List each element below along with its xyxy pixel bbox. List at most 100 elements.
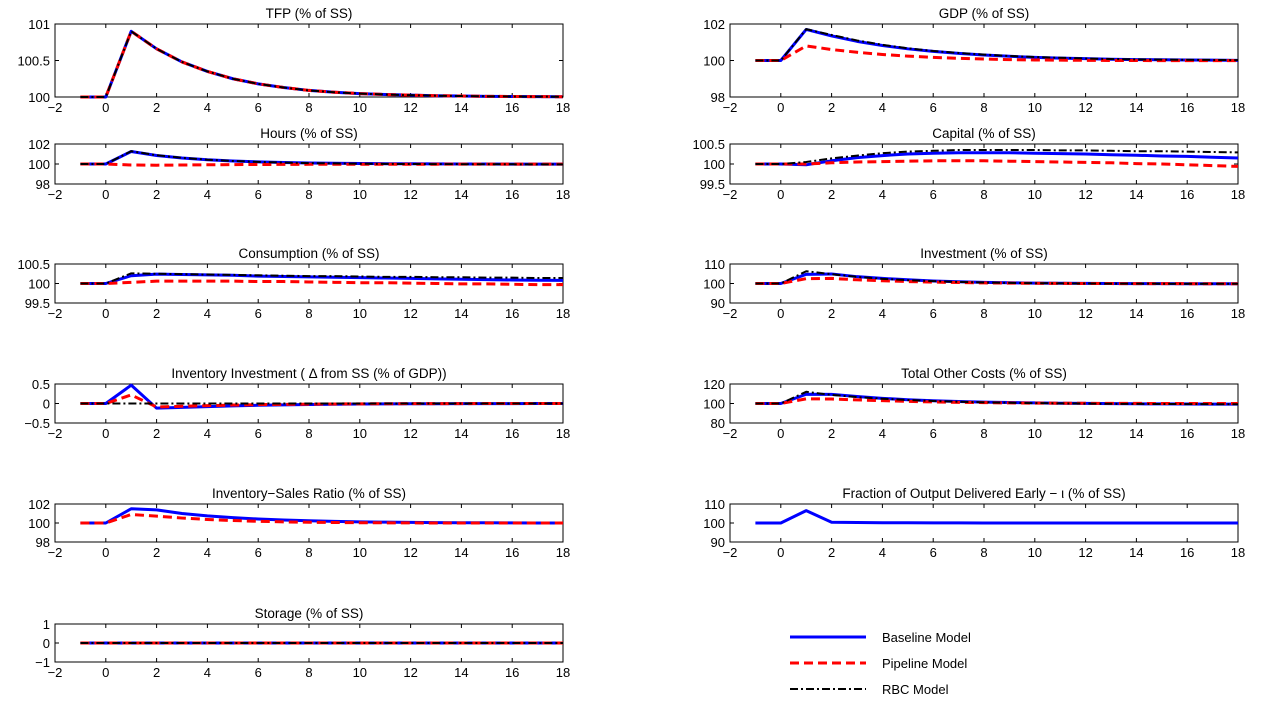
panel-tfp: TFP (% of SS) −2 0 2 4 6 8 10 12 14 16 18 100 100.5 10… bbox=[17, 6, 570, 115]
x-tick-label: −2 bbox=[48, 426, 63, 441]
panel-hours: Hours (% of SS) −2 0 2 4 6 8 10 12 14 16 18 98 100 102 bbox=[28, 126, 570, 202]
panel-title: GDP (% of SS) bbox=[939, 6, 1030, 21]
legend: Baseline Model Pipeline Model RBC Model bbox=[775, 622, 975, 702]
x-tick-label: 14 bbox=[1129, 187, 1143, 202]
y-tick-label: 101 bbox=[28, 17, 50, 32]
x-tick-label: 14 bbox=[454, 306, 468, 321]
panel-inventory-investment: Inventory Investment ( Δ from SS (% of G… bbox=[24, 366, 570, 441]
x-tick-label: 12 bbox=[1078, 426, 1092, 441]
series-line-rbc bbox=[755, 149, 1238, 165]
y-tick-label: 99.5 bbox=[25, 296, 50, 311]
x-tick-label: 0 bbox=[102, 545, 109, 560]
series-line-rbc bbox=[755, 390, 1238, 406]
y-tick-label: 0 bbox=[43, 636, 50, 651]
legend-label-pipeline: Pipeline Model bbox=[882, 656, 967, 671]
y-tick-label: 100 bbox=[703, 397, 725, 412]
x-tick-label: 14 bbox=[454, 545, 468, 560]
x-tick-label: −2 bbox=[723, 187, 738, 202]
x-tick-label: 2 bbox=[828, 306, 835, 321]
x-tick-label: 12 bbox=[1078, 187, 1092, 202]
panel-total-other-costs: Total Other Costs (% of SS) −2 0 2 4 6 8 10 12 14… bbox=[703, 366, 1245, 441]
x-tick-label: 8 bbox=[305, 426, 312, 441]
series-line-pipeline bbox=[80, 279, 563, 287]
y-tick-label: 100.5 bbox=[692, 137, 725, 152]
x-tick-label: 4 bbox=[204, 545, 211, 560]
panel-title: Hours (% of SS) bbox=[260, 126, 358, 141]
x-tick-label: −2 bbox=[48, 100, 63, 115]
x-tick-label: 6 bbox=[930, 100, 937, 115]
x-tick-label: 4 bbox=[879, 306, 886, 321]
panel-gdp: GDP (% of SS) −2 0 2 4 6 8 10 12 14 16 18 98 100 102 bbox=[703, 6, 1245, 115]
x-tick-label: 16 bbox=[1180, 100, 1194, 115]
x-tick-label: 0 bbox=[777, 426, 784, 441]
x-tick-label: 0 bbox=[102, 665, 109, 680]
panel-title: Investment (% of SS) bbox=[920, 246, 1048, 261]
x-tick-label: 0 bbox=[777, 545, 784, 560]
x-tick-label: 4 bbox=[204, 665, 211, 680]
x-tick-label: 10 bbox=[1028, 306, 1042, 321]
x-tick-label: 18 bbox=[556, 545, 570, 560]
x-tick-label: 0 bbox=[102, 187, 109, 202]
x-tick-label: 6 bbox=[255, 426, 262, 441]
x-tick-label: 2 bbox=[828, 100, 835, 115]
series-line-pipeline bbox=[755, 44, 1238, 63]
series-line-pipeline bbox=[80, 162, 563, 167]
y-tick-label: 98 bbox=[711, 90, 725, 105]
x-tick-label: 4 bbox=[204, 187, 211, 202]
x-tick-label: 14 bbox=[454, 426, 468, 441]
x-tick-label: 14 bbox=[454, 187, 468, 202]
x-tick-label: 14 bbox=[1129, 545, 1143, 560]
x-tick-label: 14 bbox=[1129, 306, 1143, 321]
x-tick-label: 12 bbox=[1078, 100, 1092, 115]
x-tick-label: 16 bbox=[1180, 306, 1194, 321]
x-tick-label: 4 bbox=[879, 545, 886, 560]
x-tick-label: 4 bbox=[204, 100, 211, 115]
y-tick-label: 100 bbox=[28, 157, 50, 172]
x-tick-label: 14 bbox=[1129, 100, 1143, 115]
x-tick-label: 18 bbox=[1231, 426, 1245, 441]
x-tick-label: 10 bbox=[1028, 100, 1042, 115]
y-tick-label: 98 bbox=[36, 177, 50, 192]
panel-title: Capital (% of SS) bbox=[932, 126, 1036, 141]
y-tick-label: 100.5 bbox=[17, 54, 50, 69]
x-tick-label: 10 bbox=[353, 100, 367, 115]
x-tick-label: 6 bbox=[255, 100, 262, 115]
x-tick-label: 14 bbox=[454, 665, 468, 680]
x-tick-label: 12 bbox=[403, 306, 417, 321]
panel-fraction-early: Fraction of Output Delivered Early − ι (… bbox=[703, 486, 1245, 560]
y-tick-label: 102 bbox=[703, 17, 725, 32]
x-tick-label: 6 bbox=[255, 187, 262, 202]
x-tick-label: 8 bbox=[305, 545, 312, 560]
x-tick-label: 16 bbox=[505, 306, 519, 321]
x-tick-label: 6 bbox=[930, 426, 937, 441]
panel-title: Storage (% of SS) bbox=[255, 606, 364, 621]
y-tick-label: 102 bbox=[28, 497, 50, 512]
panel-capital: Capital (% of SS) −2 0 2 4 6 8 10 12 14 16 18 99.5 10… bbox=[692, 126, 1245, 202]
x-tick-label: 10 bbox=[1028, 545, 1042, 560]
x-tick-label: 18 bbox=[556, 187, 570, 202]
y-tick-label: 100 bbox=[703, 54, 725, 69]
x-tick-label: 10 bbox=[353, 545, 367, 560]
panels: TFP (% of SS)−2 0 2 4 6 8 10 12 14 16 18100100.510… bbox=[17, 6, 1245, 680]
y-tick-label: 90 bbox=[711, 296, 725, 311]
x-tick-label: 8 bbox=[305, 187, 312, 202]
x-tick-label: 6 bbox=[930, 187, 937, 202]
panel-storage: Storage (% of SS) −2 0 2 4 6 8 10 12 14 16 18 −1 0 1 bbox=[35, 606, 570, 680]
x-tick-label: −2 bbox=[723, 545, 738, 560]
x-tick-label: 12 bbox=[403, 187, 417, 202]
y-tick-label: 100 bbox=[28, 90, 50, 105]
panel-title: Total Other Costs (% of SS) bbox=[901, 366, 1067, 381]
x-tick-label: 18 bbox=[556, 100, 570, 115]
x-tick-label: 8 bbox=[980, 426, 987, 441]
panel-title: Consumption (% of SS) bbox=[238, 246, 379, 261]
series-line-pipeline bbox=[80, 29, 563, 99]
x-tick-label: 4 bbox=[879, 426, 886, 441]
x-tick-label: 0 bbox=[102, 100, 109, 115]
x-tick-label: 12 bbox=[1078, 306, 1092, 321]
x-tick-label: 6 bbox=[930, 306, 937, 321]
x-tick-label: 8 bbox=[305, 306, 312, 321]
x-tick-label: 6 bbox=[930, 545, 937, 560]
x-tick-label: 4 bbox=[879, 100, 886, 115]
x-tick-label: 8 bbox=[305, 665, 312, 680]
